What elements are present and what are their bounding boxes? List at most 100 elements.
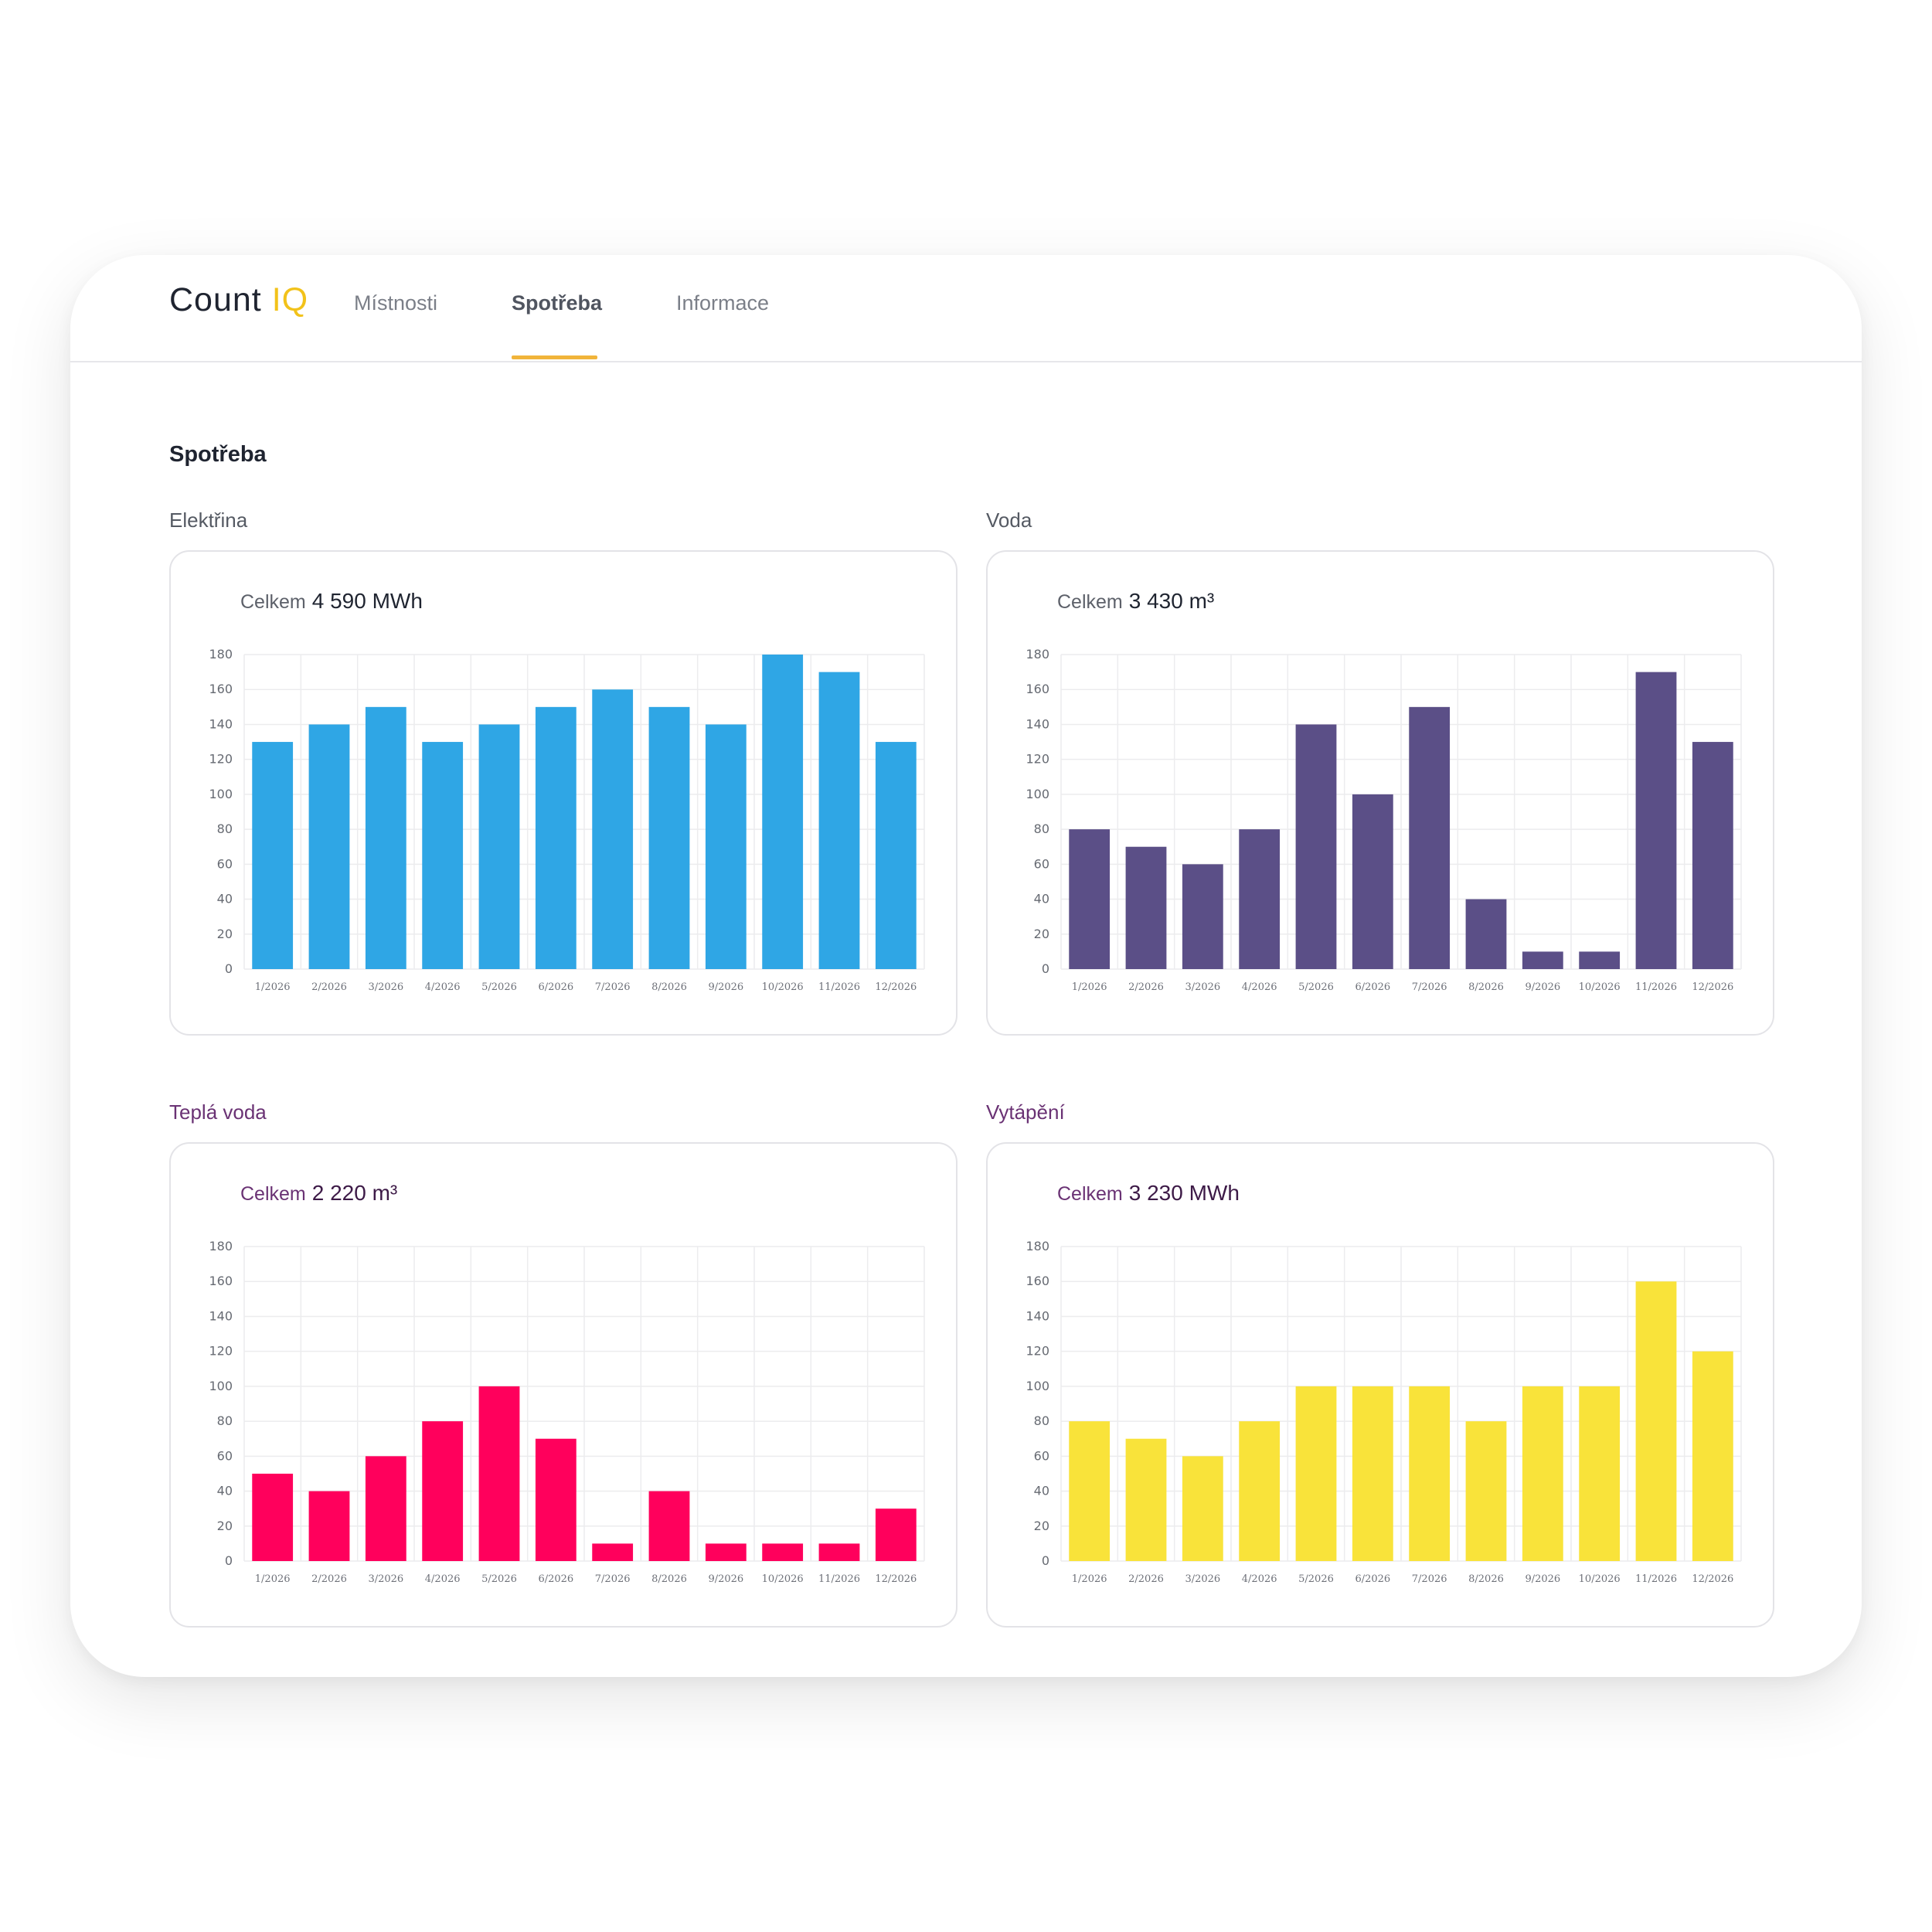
top-navigation-bar: Count IQ Místnosti Spotřeba Informace: [70, 255, 1862, 362]
total-value: 2 220 m³: [311, 1181, 398, 1205]
nav-tab-mistnosti[interactable]: Místnosti: [354, 291, 438, 315]
bar: [422, 742, 464, 969]
bar: [1239, 829, 1281, 969]
x-tick-label: 8/2026: [651, 981, 687, 993]
x-tick-label: 1/2026: [255, 981, 291, 993]
bar: [1579, 951, 1621, 969]
nav-tab-spotreba[interactable]: Spotřeba: [512, 291, 603, 315]
x-tick-label: 12/2026: [1692, 981, 1733, 993]
chart-card-voda: Celkem 3 430 m³ 0 20 40 60 80 100 120 140 160 180 1…: [986, 550, 1774, 1036]
panel-label-elektrina: Elektřina: [169, 509, 248, 532]
x-tick-label: 8/2026: [1468, 981, 1504, 993]
y-tick-label: 120: [1026, 1344, 1049, 1359]
x-tick-label: 3/2026: [1185, 981, 1220, 993]
x-tick-label: 5/2026: [1298, 1573, 1334, 1585]
total-value: 4 590 MWh: [311, 589, 423, 613]
y-tick-label: 100: [1026, 1379, 1049, 1393]
x-tick-label: 1/2026: [255, 1573, 291, 1585]
logo-accent: IQ: [271, 281, 309, 318]
x-tick-label: 4/2026: [425, 981, 461, 993]
page-title: Spotřeba: [169, 442, 267, 467]
bar: [1125, 846, 1167, 969]
y-tick-label: 160: [209, 1274, 233, 1288]
x-tick-label: 7/2026: [595, 1573, 631, 1585]
bar: [648, 706, 690, 969]
panel-label-tepla-voda: Teplá voda: [169, 1100, 267, 1124]
x-tick-label: 3/2026: [1185, 1573, 1220, 1585]
total-label: Celkem: [240, 591, 306, 613]
y-tick-label: 40: [1034, 892, 1049, 906]
chart-card-elektrina: Celkem 4 590 MWh 0 20 40 60 80 100 120 140 160 180…: [169, 550, 957, 1036]
x-tick-label: 7/2026: [595, 981, 631, 993]
nav-tab-informace[interactable]: Informace: [676, 291, 770, 315]
bar: [478, 724, 520, 969]
y-tick-label: 160: [209, 682, 233, 696]
x-tick-label: 10/2026: [762, 1573, 804, 1585]
bar: [252, 1473, 294, 1561]
x-tick-label: 2/2026: [1128, 1573, 1164, 1585]
y-tick-label: 40: [217, 1484, 233, 1498]
y-tick-label: 60: [1034, 1448, 1049, 1463]
y-tick-label: 100: [209, 787, 233, 801]
bar: [818, 1543, 860, 1561]
x-tick-label: 4/2026: [1242, 981, 1277, 993]
x-tick-label: 3/2026: [368, 1573, 403, 1585]
y-tick-label: 120: [209, 1344, 233, 1359]
x-tick-label: 4/2026: [1242, 1573, 1277, 1585]
y-tick-label: 40: [1034, 1484, 1049, 1498]
x-tick-label: 8/2026: [1468, 1573, 1504, 1585]
bar: [478, 1386, 520, 1561]
x-tick-label: 9/2026: [708, 981, 743, 993]
x-tick-label: 5/2026: [1298, 981, 1334, 993]
y-tick-label: 160: [1026, 682, 1049, 696]
y-tick-label: 0: [225, 961, 233, 976]
bar: [1522, 1386, 1563, 1561]
x-tick-label: 6/2026: [538, 981, 573, 993]
bar: [1409, 706, 1451, 969]
logo[interactable]: Count IQ: [169, 281, 308, 319]
bar: [1182, 864, 1223, 969]
y-tick-label: 120: [1026, 752, 1049, 767]
y-tick-label: 60: [217, 1448, 233, 1463]
bar: [1239, 1421, 1281, 1561]
bar: [592, 689, 634, 969]
x-tick-label: 5/2026: [481, 1573, 517, 1585]
total-voda: Celkem 3 430 m³: [1057, 589, 1214, 614]
bar-chart-tepla-voda: 0 20 40 60 80 100 120 140 160 180 1/2026 2/2026 3/20…: [209, 1239, 925, 1585]
y-tick-label: 140: [209, 716, 233, 731]
y-tick-label: 60: [217, 856, 233, 871]
x-tick-label: 10/2026: [1579, 981, 1621, 993]
bar: [535, 706, 577, 969]
x-tick-label: 9/2026: [1525, 1573, 1560, 1585]
y-tick-label: 180: [209, 647, 233, 662]
x-tick-label: 7/2026: [1412, 981, 1447, 993]
bar: [1295, 1386, 1337, 1561]
bar: [1692, 1351, 1733, 1561]
y-tick-label: 100: [1026, 787, 1049, 801]
x-tick-label: 11/2026: [818, 981, 860, 993]
y-tick-label: 140: [1026, 1308, 1049, 1323]
active-tab-indicator: [512, 355, 597, 359]
bar: [365, 1456, 406, 1561]
bar: [1069, 829, 1111, 969]
bar: [308, 1491, 350, 1561]
chart-card-tepla-voda: Celkem 2 220 m³ 0 20 40 60 80 100 120 140 160 180 1…: [169, 1142, 957, 1628]
total-label: Celkem: [1057, 591, 1123, 613]
y-tick-label: 80: [1034, 821, 1049, 836]
panel-label-voda: Voda: [986, 509, 1032, 532]
y-tick-label: 20: [1034, 927, 1049, 941]
panel-label-vytapeni: Vytápění: [986, 1100, 1065, 1124]
x-tick-label: 11/2026: [818, 1573, 860, 1585]
total-vytapeni: Celkem 3 230 MWh: [1057, 1181, 1240, 1206]
y-tick-label: 120: [209, 752, 233, 767]
y-tick-label: 80: [1034, 1413, 1049, 1428]
y-tick-label: 180: [1026, 1239, 1049, 1253]
bar: [705, 1543, 747, 1561]
x-tick-label: 2/2026: [311, 1573, 347, 1585]
x-tick-label: 11/2026: [1635, 981, 1677, 993]
bar: [1465, 1421, 1507, 1561]
x-tick-label: 7/2026: [1412, 1573, 1447, 1585]
y-tick-label: 20: [217, 927, 233, 941]
bar: [818, 672, 860, 969]
total-tepla-voda: Celkem 2 220 m³: [240, 1181, 397, 1206]
